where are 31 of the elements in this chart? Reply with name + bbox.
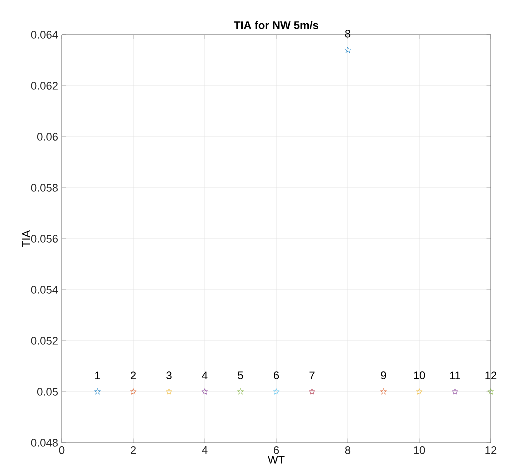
x-tick-label: 12 <box>486 446 497 454</box>
x-axis-title: WT <box>268 456 285 464</box>
annotation: 3 <box>166 372 172 380</box>
y-axis-title: TIA <box>22 230 30 248</box>
y-tick-label: 0.064 <box>31 31 58 39</box>
x-tick-label: 0 <box>59 446 65 454</box>
x-tick-label: 4 <box>202 446 208 454</box>
annotation: 4 <box>202 372 208 380</box>
y-tick-label: 0.062 <box>31 82 58 90</box>
annotation: 1 <box>96 372 100 380</box>
y-tick-label: 0.058 <box>31 184 58 192</box>
annotation: 5 <box>238 372 244 380</box>
annotation: 11 <box>450 372 460 380</box>
annotation: 10 <box>414 372 426 380</box>
x-tick-label: 6 <box>274 446 280 454</box>
chart-title: TIA for NW 5m/s <box>234 21 319 30</box>
annotation: 12 <box>486 372 497 380</box>
annotation: 2 <box>130 372 136 380</box>
x-tick-label: 8 <box>345 446 351 454</box>
y-tick-label: 0.054 <box>31 286 58 294</box>
annotation: 9 <box>381 372 386 380</box>
y-tick-label: 0.056 <box>31 235 58 243</box>
y-tick-label: 0.052 <box>31 337 58 345</box>
y-tick-label: 0.06 <box>37 133 58 141</box>
annotation: 8 <box>345 30 351 38</box>
x-tick-label: 2 <box>130 446 136 454</box>
y-tick-label: 0.05 <box>37 388 58 396</box>
y-tick-label: 0.048 <box>31 439 58 447</box>
annotation: 7 <box>310 372 315 380</box>
annotation: 6 <box>274 372 280 380</box>
x-tick-label: 10 <box>414 446 426 454</box>
